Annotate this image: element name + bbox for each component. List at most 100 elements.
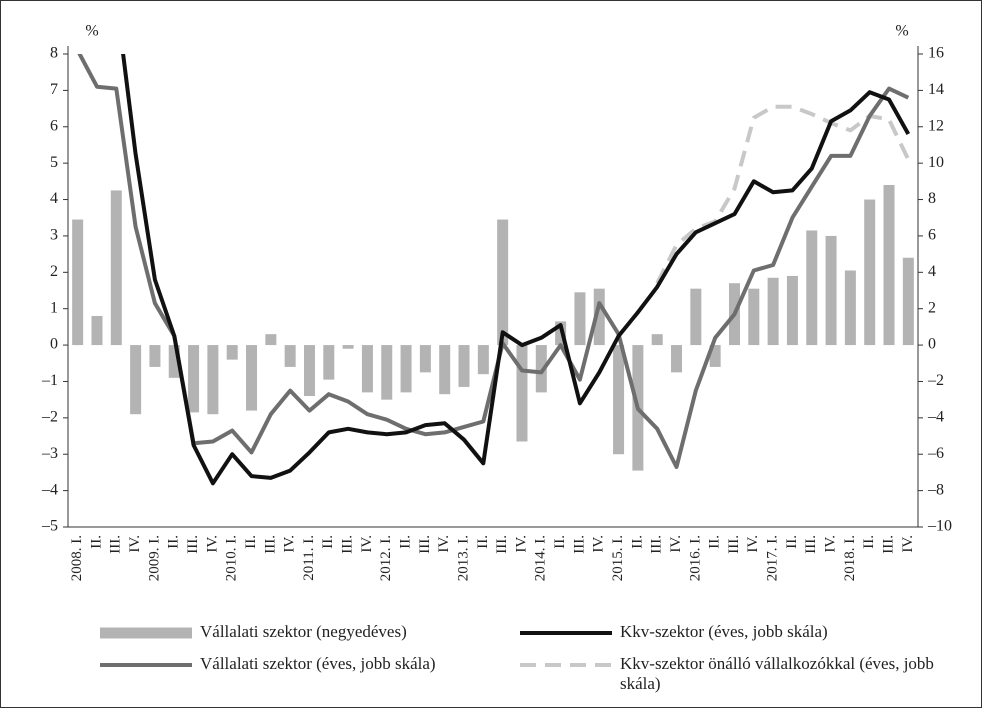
bar <box>419 345 431 373</box>
legend-item: Vállalati szektor (negyedéves) <box>100 622 500 642</box>
y-axis-unit: % <box>85 23 98 40</box>
bar <box>825 235 837 346</box>
x-tick-label: 2018. I. <box>842 535 858 581</box>
y2-axis-unit: % <box>895 23 908 40</box>
legend-swatch <box>520 631 612 635</box>
x-tick-label: IV. <box>127 535 143 553</box>
line <box>77 54 910 469</box>
y2-tick-label: 16 <box>928 45 944 62</box>
x-tick-label: II. <box>552 535 568 549</box>
bar <box>265 334 277 346</box>
x-tick-label: III. <box>262 535 278 554</box>
legend-swatch <box>100 663 192 667</box>
y2-tick-label: 14 <box>928 81 944 98</box>
bar <box>72 219 84 346</box>
x-tick-label: III. <box>185 535 201 554</box>
y2-tick-label: 12 <box>928 117 944 134</box>
x-tick-label: III. <box>494 535 510 554</box>
x-tick-label: IV. <box>668 535 684 553</box>
x-tick-label: 2011. I. <box>301 535 317 581</box>
bar <box>207 345 219 415</box>
bar <box>574 292 586 346</box>
x-tick-label: III. <box>880 535 896 554</box>
y2-tick-label: 8 <box>928 190 936 207</box>
bar <box>226 345 238 360</box>
y2-tick-label: 10 <box>928 154 944 171</box>
y2-tick-label: –10 <box>927 518 952 535</box>
x-tick-label: II. <box>398 535 414 549</box>
y-tick-label: –2 <box>41 409 58 426</box>
y-tick-label: –1 <box>41 372 58 389</box>
bar <box>149 345 161 367</box>
bar <box>593 288 605 346</box>
line <box>655 104 911 285</box>
bar <box>323 345 335 380</box>
bar <box>864 199 876 346</box>
x-tick-label: 2013. I. <box>455 535 471 581</box>
legend-item: Kkv-szektor önálló vállalkozókkal (éves,… <box>520 654 960 694</box>
bar <box>844 270 856 346</box>
y2-tick-label: 0 <box>928 336 936 353</box>
bar <box>91 315 103 346</box>
bar <box>902 257 914 346</box>
line <box>121 54 911 486</box>
y-tick-label: –3 <box>41 445 58 462</box>
bar <box>516 345 528 442</box>
y2-tick-label: 4 <box>928 263 936 280</box>
bar <box>671 345 683 373</box>
x-tick-label: III. <box>649 535 665 554</box>
y-tick-label: 6 <box>50 117 58 134</box>
bar <box>690 288 702 346</box>
bar <box>110 190 122 346</box>
x-tick-label: 2017. I. <box>765 535 781 581</box>
y-tick-label: –4 <box>41 481 58 498</box>
x-tick-label: III. <box>726 535 742 554</box>
bar <box>400 345 412 393</box>
plot <box>72 54 914 486</box>
x-tick-label: II. <box>475 535 491 549</box>
bar <box>883 184 895 346</box>
x-tick-label: III. <box>340 535 356 554</box>
x-tick-label: IV. <box>513 535 529 553</box>
y-tick-label: –5 <box>41 518 58 535</box>
bar <box>361 345 373 393</box>
y2-tick-label: –2 <box>927 372 944 389</box>
bar <box>246 345 258 411</box>
y-tick-label: 4 <box>50 190 58 207</box>
bar <box>709 345 721 367</box>
bar <box>806 230 818 346</box>
x-tick-label: 2012. I. <box>378 535 394 581</box>
y-tick-label: 3 <box>50 227 58 244</box>
x-tick-label: IV. <box>204 535 220 553</box>
legend-label: Kkv-szektor (éves, jobb skála) <box>620 622 828 641</box>
y2-tick-label: –4 <box>927 409 944 426</box>
bar <box>168 345 180 378</box>
x-tick-label: II. <box>784 535 800 549</box>
y2-tick-label: –8 <box>927 481 944 498</box>
x-tick-label: II. <box>861 535 877 549</box>
bar <box>497 219 509 346</box>
y-tick-label: 1 <box>50 299 58 316</box>
y2-tick-label: 2 <box>928 299 936 316</box>
x-tick-label: II. <box>243 535 259 549</box>
x-tick-label: IV. <box>282 535 298 553</box>
bar <box>748 288 760 346</box>
x-tick-label: 2015. I. <box>610 535 626 581</box>
y2-tick-label: 6 <box>928 227 936 244</box>
y-tick-label: 2 <box>50 263 58 280</box>
legend-item: Kkv-szektor (éves, jobb skála) <box>520 622 920 642</box>
y-tick-label: 7 <box>50 81 58 98</box>
bar <box>439 345 451 395</box>
x-tick-label: 2014. I. <box>533 535 549 581</box>
x-tick-label: II. <box>88 535 104 549</box>
x-tick-label: IV. <box>900 535 916 553</box>
bar <box>767 277 779 346</box>
x-tick-label: II. <box>166 535 182 549</box>
x-tick-label: III. <box>108 535 124 554</box>
bar <box>284 345 296 367</box>
x-tick-label: IV. <box>591 535 607 553</box>
bar <box>188 345 200 413</box>
bar <box>303 345 315 397</box>
